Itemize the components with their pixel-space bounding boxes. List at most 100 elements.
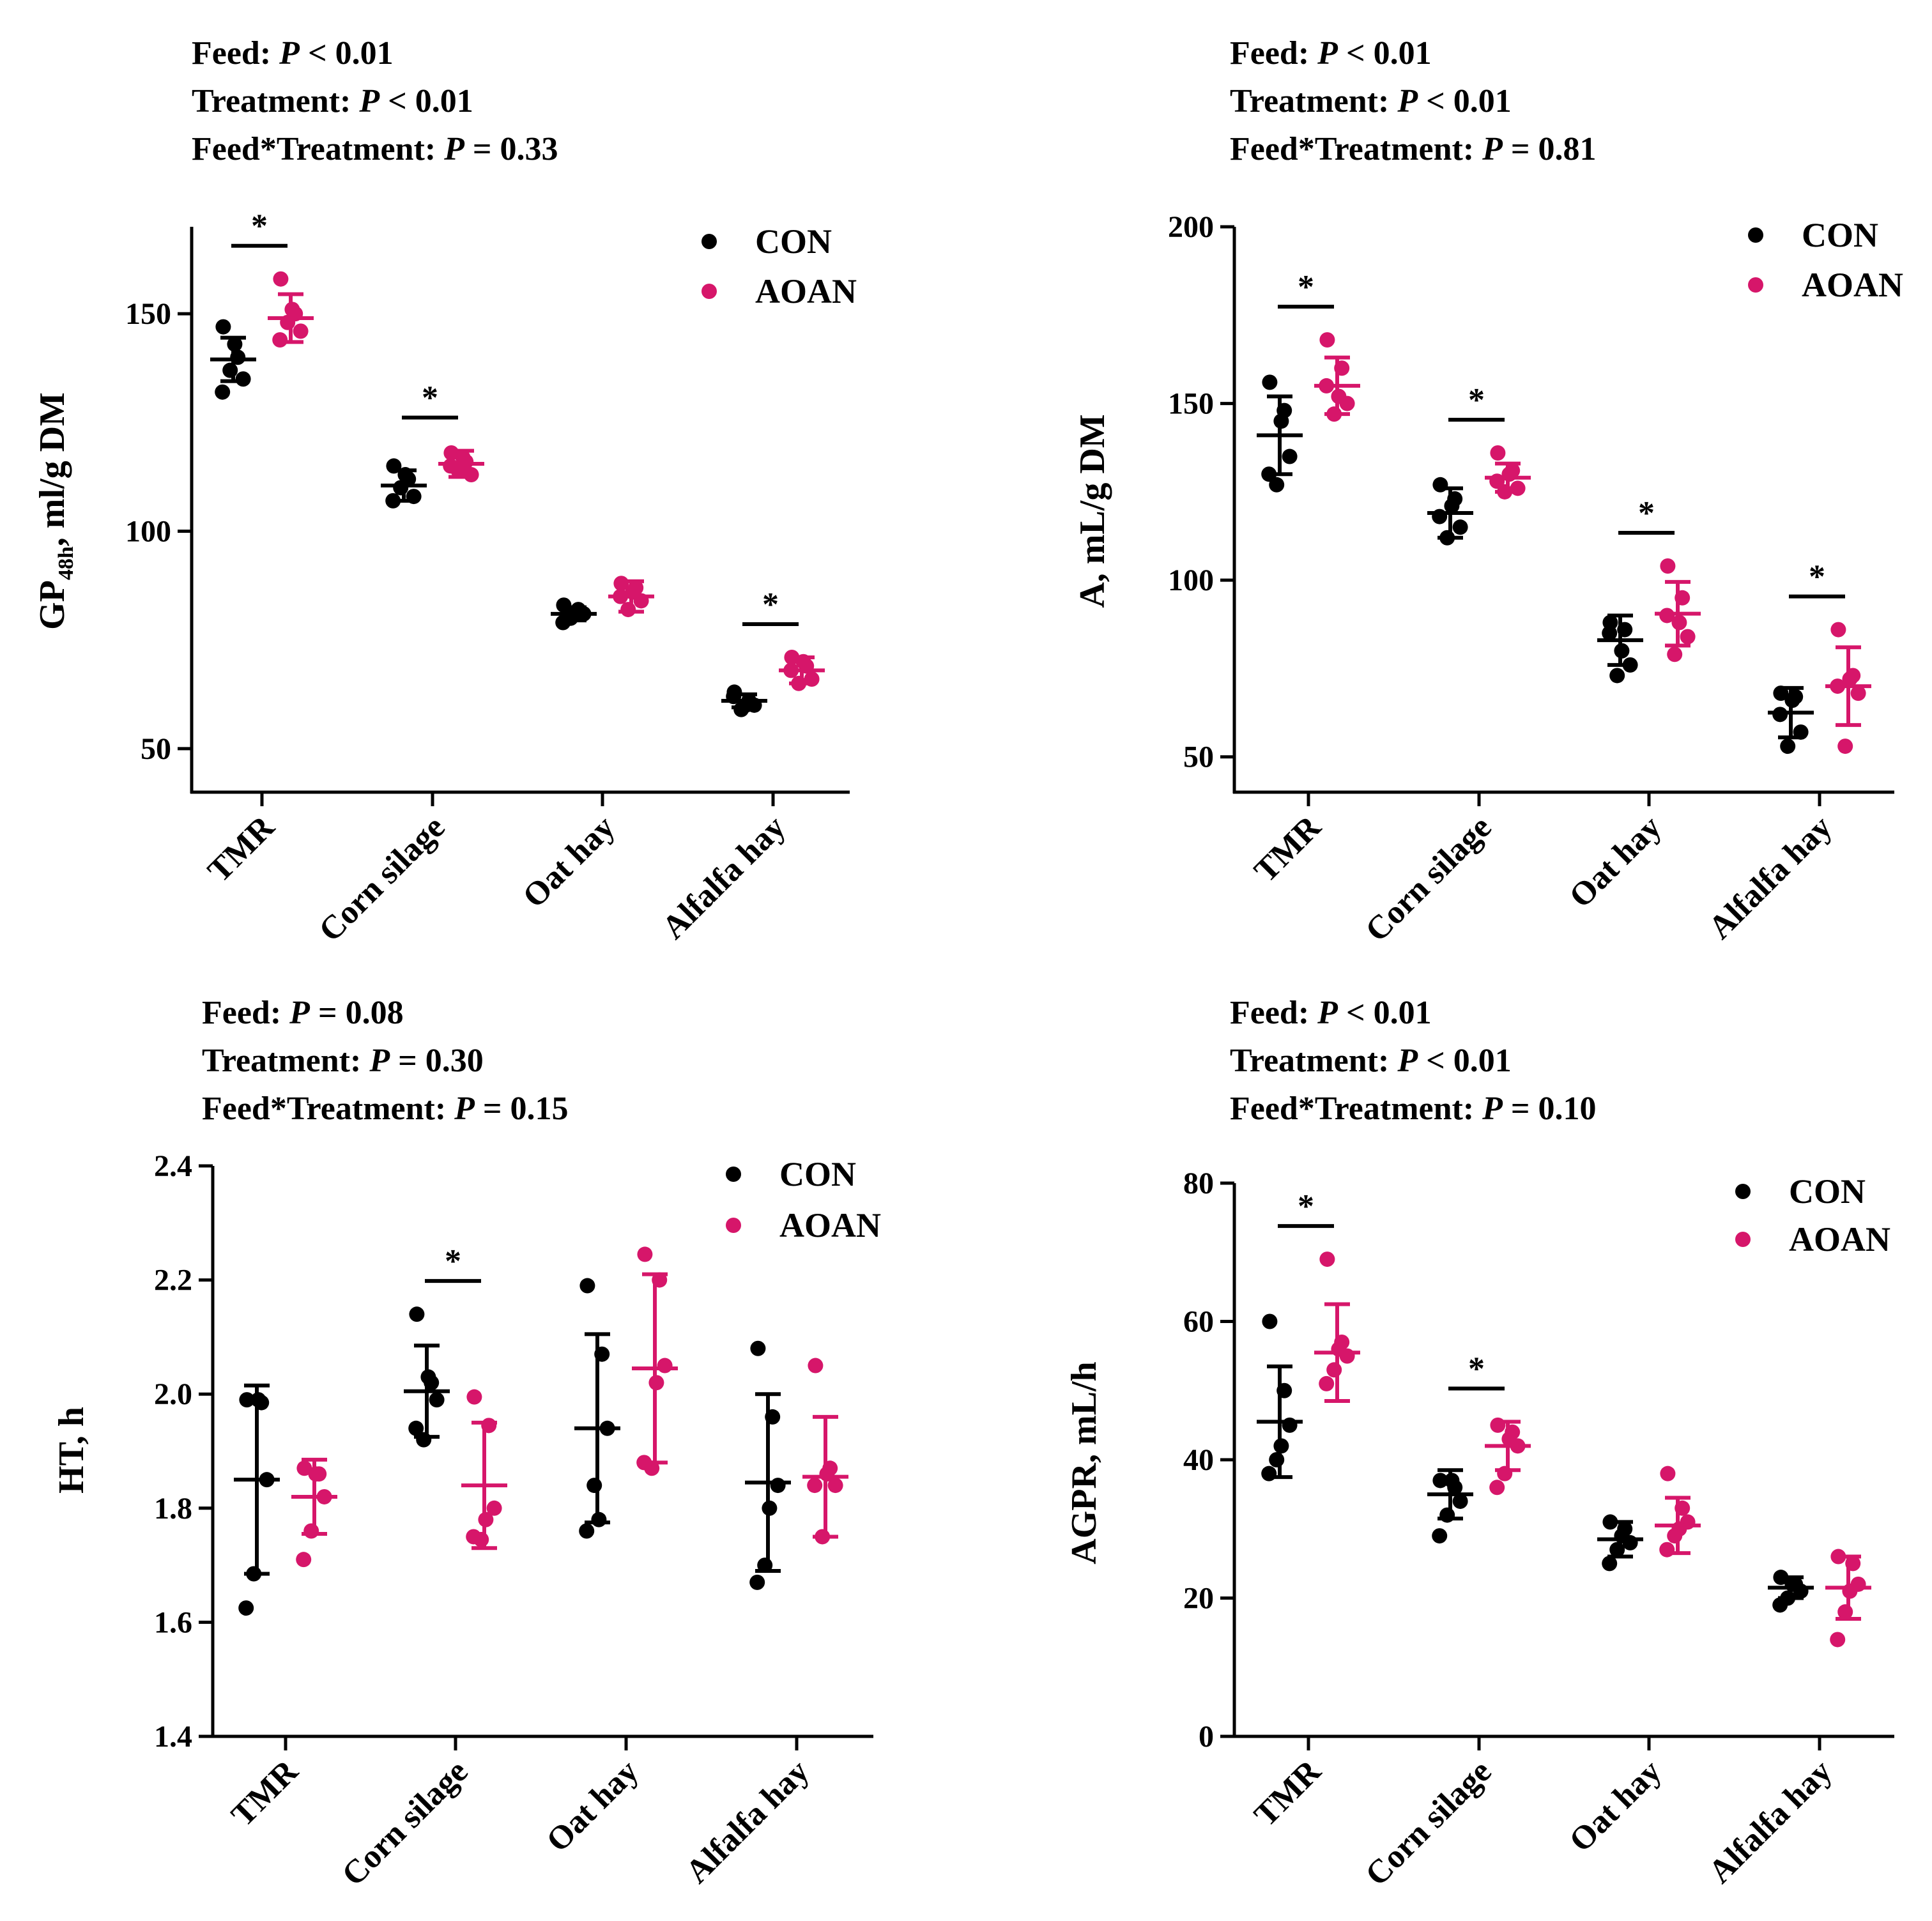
data-point-aoan xyxy=(1680,629,1696,645)
data-point-con xyxy=(1780,739,1796,754)
stat-label: Feed: xyxy=(192,35,280,72)
data-point-con xyxy=(1262,1313,1278,1329)
data-point-con xyxy=(1432,1473,1448,1489)
data-point-aoan xyxy=(1490,445,1506,461)
y-tick-label: 50 xyxy=(1183,740,1214,774)
stat-value: < 0.01 xyxy=(1337,995,1432,1031)
significance-marker: * xyxy=(445,1243,461,1280)
stat-label: Feed*Treatment: xyxy=(192,131,445,167)
y-tick-label: 1.4 xyxy=(154,1720,192,1754)
y-tick-label: 200 xyxy=(1168,210,1214,244)
data-point-con xyxy=(409,1306,425,1322)
data-point-aoan xyxy=(657,1358,673,1374)
stat-label: Feed: xyxy=(1230,35,1318,72)
x-tick-label: Corn silage xyxy=(335,1753,475,1893)
data-point-aoan xyxy=(1319,332,1335,348)
data-point-con xyxy=(1282,448,1298,464)
stat-p-symbol: P xyxy=(1482,1091,1503,1127)
chart-panel-top-left: 50 100 150 GP48h, ml/g DM TMR Corn silage Oat … xyxy=(33,208,857,949)
x-tick-label: Alfalfa hay xyxy=(1702,809,1839,946)
legend-marker-con xyxy=(702,234,717,249)
y-tick-label: 2.0 xyxy=(154,1377,192,1411)
stat-p-symbol: P xyxy=(289,995,310,1031)
stat-value: = 0.81 xyxy=(1502,131,1597,167)
y-tick-label: 40 xyxy=(1183,1443,1214,1477)
significance-marker: * xyxy=(1468,382,1485,418)
chart-panel-bottom-left: 1.4 1.6 1.8 2.0 2.2 2.4 HT, h TMR Corn silage Oat… xyxy=(52,1149,881,1893)
stat-value: < 0.01 xyxy=(1337,35,1432,72)
data-point-aoan xyxy=(1850,685,1866,701)
stat-p-symbol: P xyxy=(1397,1043,1418,1079)
chart-panel-top-right: 50 100 150 200 A, mL/g DM TMR Corn silage Oat h… xyxy=(1073,210,1903,949)
x-tick-label: Oat hay xyxy=(1563,1753,1669,1859)
significance-marker: * xyxy=(1809,559,1825,595)
legend-marker-con xyxy=(1735,1184,1751,1199)
data-point-aoan xyxy=(827,1478,843,1494)
data-point-con xyxy=(1452,519,1468,535)
stat-line: Feed*Treatment: P = 0.81 xyxy=(1230,133,1597,166)
y-tick-label: 0 xyxy=(1199,1720,1214,1754)
stat-p-symbol: P xyxy=(359,83,380,119)
x-tick-label: Alfalfa hay xyxy=(656,809,793,946)
stat-p-symbol: P xyxy=(1482,131,1503,167)
legend-label-aoan: AOAN xyxy=(1789,1220,1890,1259)
stat-value: = 0.08 xyxy=(309,995,404,1031)
significance-marker: * xyxy=(1468,1351,1485,1387)
legend-marker-con xyxy=(726,1167,741,1182)
data-point-con xyxy=(1452,1493,1468,1509)
data-point-con xyxy=(1772,1597,1788,1613)
stat-label: Feed*Treatment: xyxy=(1230,1091,1483,1127)
data-point-aoan xyxy=(293,323,309,339)
x-tick-label: Corn silage xyxy=(1358,1753,1498,1893)
legend-label-aoan: AOAN xyxy=(779,1206,881,1244)
legend-label-con: CON xyxy=(779,1155,856,1193)
data-point-con xyxy=(1602,1556,1618,1572)
data-point-con xyxy=(215,319,231,335)
stat-value: < 0.01 xyxy=(379,83,473,119)
significance-marker: * xyxy=(1298,1188,1314,1225)
legend-label-aoan: AOAN xyxy=(1802,266,1903,304)
y-axis-label: HT, h xyxy=(52,1407,91,1494)
data-point-aoan xyxy=(1660,558,1676,574)
y-tick-label: 1.8 xyxy=(154,1492,192,1526)
stat-line: Feed: P = 0.08 xyxy=(202,997,404,1030)
legend-marker-con xyxy=(1748,227,1763,243)
x-tick-label: Oat hay xyxy=(516,809,622,915)
stat-line: Feed: P < 0.01 xyxy=(1230,37,1432,70)
data-point-aoan xyxy=(808,1358,824,1374)
data-point-con xyxy=(429,1392,445,1408)
stat-label: Treatment: xyxy=(1230,1043,1398,1079)
data-point-aoan xyxy=(637,1246,653,1262)
data-point-con xyxy=(222,362,238,378)
data-point-aoan xyxy=(620,602,636,618)
stat-p-symbol: P xyxy=(444,131,464,167)
x-tick-label: TMR xyxy=(1247,808,1328,889)
data-point-aoan xyxy=(466,1389,482,1405)
stat-label: Feed: xyxy=(1230,995,1318,1031)
y-tick-label: 2.4 xyxy=(154,1149,192,1183)
data-point-con xyxy=(1432,1528,1448,1544)
stat-line: Feed*Treatment: P = 0.10 xyxy=(1230,1092,1597,1126)
legend-label-aoan: AOAN xyxy=(755,272,857,310)
x-tick-label: Alfalfa hay xyxy=(1702,1753,1839,1890)
data-point-con xyxy=(749,1574,765,1590)
stat-line: Treatment: P = 0.30 xyxy=(202,1045,484,1078)
y-tick-label: 20 xyxy=(1183,1582,1214,1616)
legend-marker-aoan xyxy=(1748,277,1763,293)
data-point-aoan xyxy=(1319,1375,1335,1391)
legend-marker-aoan xyxy=(726,1218,741,1233)
data-point-aoan xyxy=(807,1478,823,1494)
stat-value: = 0.10 xyxy=(1502,1091,1597,1127)
stat-label: Feed*Treatment: xyxy=(202,1091,455,1127)
data-point-con xyxy=(215,384,231,400)
stat-line: Feed: P < 0.01 xyxy=(1230,997,1432,1030)
data-point-con xyxy=(586,1478,602,1494)
stat-value: < 0.01 xyxy=(1418,1043,1512,1079)
data-point-aoan xyxy=(1830,1632,1846,1648)
chart-panel-bottom-right: 0 20 40 60 80 AGPR, mL/h TMR Corn silage Oat hay… xyxy=(1064,1167,1894,1893)
y-tick-label: 2.2 xyxy=(154,1264,192,1297)
stat-p-symbol: P xyxy=(369,1043,390,1079)
stat-p-symbol: P xyxy=(1317,35,1338,72)
data-point-con xyxy=(1269,1452,1285,1467)
